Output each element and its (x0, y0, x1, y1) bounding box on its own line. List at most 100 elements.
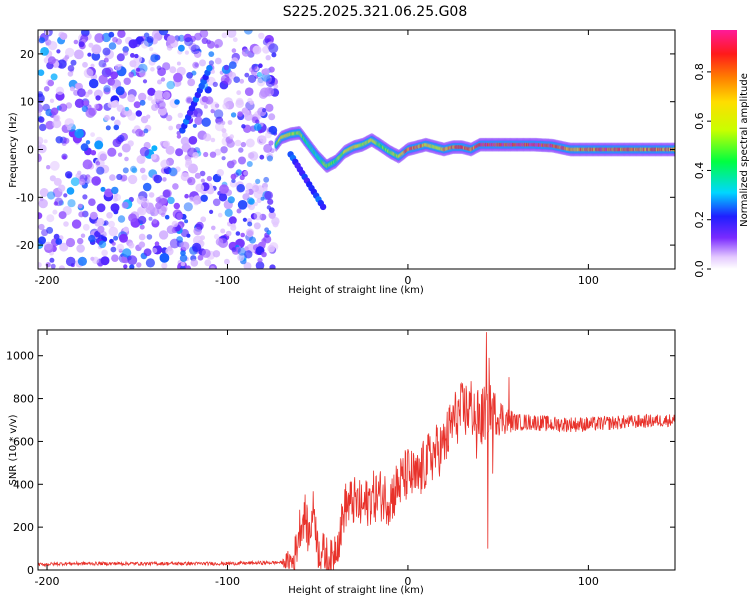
noise-blob (190, 259, 199, 267)
noise-blob (257, 257, 263, 263)
y-tick-label: 800 (13, 393, 34, 406)
colorbar-tick-label: 0.2 (693, 211, 706, 229)
noise-blob (265, 131, 272, 139)
noise-blob (231, 48, 237, 53)
noise-blob (255, 178, 261, 184)
noise-blob (244, 87, 254, 96)
noise-blob (143, 32, 150, 39)
x-tick-label: 100 (578, 274, 599, 287)
noise-blob (85, 107, 96, 118)
noise-blob (96, 166, 105, 175)
noise-blob (122, 167, 129, 174)
noise-blob (168, 167, 178, 177)
noise-blob (255, 261, 265, 269)
noise-blob (38, 236, 46, 245)
noise-blob (122, 50, 129, 56)
noise-blob (229, 180, 237, 188)
noise-blob (128, 242, 135, 249)
noise-blob (141, 174, 148, 181)
noise-blob (122, 248, 132, 258)
noise-blob (88, 78, 99, 89)
noise-blob (123, 77, 131, 86)
noise-blob (49, 98, 55, 104)
noise-blob (88, 234, 96, 243)
noise-blob (248, 151, 259, 161)
noise-blob (110, 116, 116, 121)
noise-blob (53, 177, 62, 186)
noise-blob (199, 170, 206, 177)
noise-blob (165, 145, 175, 155)
noise-blob (203, 133, 212, 142)
noise-blob (261, 251, 267, 258)
snr-x-label: Height of straight line (km) (288, 585, 424, 596)
noise-blob (150, 153, 157, 160)
noise-blob (267, 198, 274, 205)
noise-blob (98, 240, 107, 249)
noise-blob (121, 201, 129, 209)
noise-blob (117, 134, 125, 143)
noise-blob (266, 155, 273, 162)
noise-blob (110, 246, 117, 253)
noise-blob (267, 244, 276, 253)
noise-blob (38, 111, 42, 117)
noise-blob (235, 231, 241, 236)
noise-blob (217, 212, 223, 218)
noise-blob (38, 198, 48, 209)
noise-blob (180, 241, 190, 251)
noise-blob (214, 148, 222, 156)
noise-blob (67, 71, 74, 77)
noise-blob (58, 103, 68, 112)
noise-blob (145, 258, 155, 268)
noise-blob (221, 132, 228, 138)
noise-blob (172, 183, 179, 190)
noise-blob (245, 138, 255, 148)
noise-blob (47, 79, 54, 87)
noise-blob (166, 225, 176, 235)
noise-blob (203, 151, 209, 158)
noise-blob (74, 49, 84, 60)
spectrogram-x-label: Height of straight line (km) (288, 285, 424, 296)
noise-blob (207, 40, 216, 49)
y-tick-label: 1000 (6, 350, 34, 363)
noise-blob (224, 77, 232, 86)
noise-blob (63, 193, 68, 198)
noise-blob (97, 225, 105, 233)
y-tick-label: -20 (16, 239, 34, 252)
noise-blob (178, 34, 185, 42)
noise-blob (193, 200, 199, 206)
noise-blob (87, 89, 93, 95)
noise-blob (241, 107, 248, 114)
noise-blob (169, 66, 177, 74)
noise-blob (162, 177, 167, 182)
noise-blob (94, 33, 105, 43)
noise-blob (264, 86, 275, 97)
noise-blob (231, 223, 236, 228)
noise-blob (192, 123, 197, 128)
noise-blob (138, 92, 147, 102)
noise-blob (248, 203, 255, 211)
noise-blob (197, 254, 204, 261)
noise-blob (148, 216, 153, 221)
noise-blob (80, 143, 89, 152)
noise-blob (153, 174, 163, 184)
noise-blob (173, 72, 183, 83)
noise-blob (146, 114, 151, 119)
noise-blob (38, 37, 46, 44)
x-tick-label: 0 (404, 274, 411, 287)
noise-blob (80, 233, 86, 238)
noise-blob (231, 178, 236, 183)
noise-blob (184, 193, 189, 199)
noise-blob (39, 188, 49, 197)
noise-blob (83, 100, 89, 106)
noise-blob (242, 217, 247, 222)
x-tick-label: -200 (35, 575, 60, 588)
noise-blob (38, 223, 45, 231)
noise-blob (226, 139, 235, 148)
noise-blob (138, 63, 148, 74)
noise-blob (128, 213, 137, 223)
noise-blob (272, 221, 279, 228)
noise-blob (203, 104, 208, 109)
